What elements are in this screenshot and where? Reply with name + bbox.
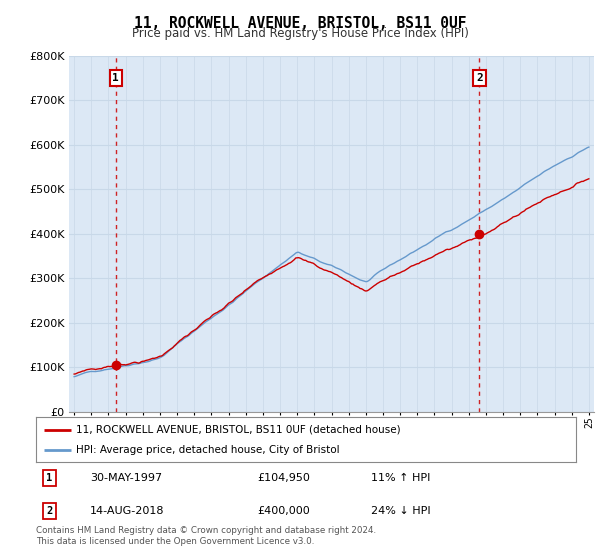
Text: Price paid vs. HM Land Registry's House Price Index (HPI): Price paid vs. HM Land Registry's House … <box>131 27 469 40</box>
Text: Contains HM Land Registry data © Crown copyright and database right 2024.
This d: Contains HM Land Registry data © Crown c… <box>36 526 376 546</box>
Text: 2: 2 <box>476 73 483 83</box>
Text: 1: 1 <box>112 73 119 83</box>
Text: 11, ROCKWELL AVENUE, BRISTOL, BS11 0UF (detached house): 11, ROCKWELL AVENUE, BRISTOL, BS11 0UF (… <box>77 424 401 435</box>
Text: £400,000: £400,000 <box>257 506 310 516</box>
Text: 14-AUG-2018: 14-AUG-2018 <box>90 506 164 516</box>
Text: 30-MAY-1997: 30-MAY-1997 <box>90 473 162 483</box>
Text: £104,950: £104,950 <box>257 473 310 483</box>
Text: 11% ↑ HPI: 11% ↑ HPI <box>371 473 430 483</box>
Text: 2: 2 <box>46 506 53 516</box>
Text: 24% ↓ HPI: 24% ↓ HPI <box>371 506 430 516</box>
Text: HPI: Average price, detached house, City of Bristol: HPI: Average price, detached house, City… <box>77 445 340 455</box>
Text: 11, ROCKWELL AVENUE, BRISTOL, BS11 0UF: 11, ROCKWELL AVENUE, BRISTOL, BS11 0UF <box>134 16 466 31</box>
Text: 1: 1 <box>46 473 53 483</box>
